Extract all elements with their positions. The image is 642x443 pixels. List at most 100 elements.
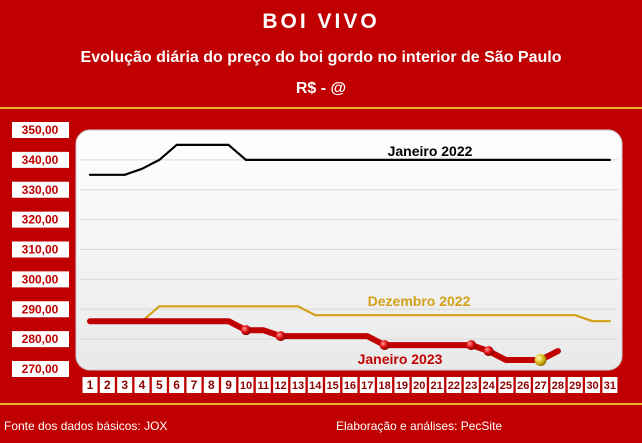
y-tick-label: 340,00	[22, 153, 59, 167]
x-tick-label: 16	[344, 380, 356, 392]
x-tick-label: 13	[292, 380, 304, 392]
y-tick-box	[12, 211, 69, 228]
latest-point-marker	[534, 354, 547, 367]
x-tick-label: 20	[413, 380, 425, 392]
x-tick-label: 26	[517, 380, 529, 392]
x-tick-box	[602, 377, 618, 393]
y-tick-box	[12, 151, 69, 168]
series-line-janeiro-2023	[87, 318, 561, 363]
x-tick-label: 2	[104, 378, 111, 392]
x-tick-label: 11	[257, 380, 269, 392]
x-tick-box	[117, 377, 133, 393]
data-point-marker	[379, 340, 390, 351]
x-tick-box	[325, 377, 341, 393]
series-label-janeiro-2023: Janeiro 2023	[358, 351, 443, 367]
credit-note: Elaboração e análises: PecSite	[336, 419, 503, 433]
x-tick-label: 1	[87, 378, 94, 392]
x-tick-box	[238, 377, 254, 393]
x-tick-label: 23	[465, 380, 477, 392]
y-tick-box	[12, 241, 69, 258]
x-tick-label: 15	[326, 380, 338, 392]
x-tick-label: 29	[569, 380, 581, 392]
x-tick-label: 28	[552, 380, 564, 392]
x-tick-label: 3	[121, 378, 128, 392]
x-tick-label: 30	[586, 380, 598, 392]
y-tick-label: 280,00	[22, 332, 59, 346]
x-tick-box	[169, 377, 185, 393]
y-tick-box	[12, 181, 69, 198]
x-tick-box	[307, 377, 323, 393]
x-tick-box	[255, 377, 271, 393]
x-tick-label: 5	[156, 378, 163, 392]
y-tick-label: 270,00	[22, 362, 59, 376]
x-tick-label: 6	[173, 378, 180, 392]
y-tick-box	[12, 361, 69, 377]
x-tick-box	[377, 377, 393, 393]
x-tick-label: 17	[361, 380, 373, 392]
x-tick-box	[359, 377, 375, 393]
data-point-marker	[466, 340, 477, 351]
x-tick-box	[134, 377, 150, 393]
x-tick-label: 27	[534, 380, 546, 392]
x-tick-box	[411, 377, 427, 393]
x-tick-box	[550, 377, 566, 393]
y-tick-label: 330,00	[22, 183, 59, 197]
series-line-dezembro-2022	[88, 305, 612, 323]
x-tick-box	[99, 377, 115, 393]
x-tick-label: 14	[309, 380, 322, 392]
x-tick-box	[290, 377, 306, 393]
x-tick-label: 25	[500, 380, 512, 392]
x-tick-box	[567, 377, 583, 393]
page-title: BOI VIVO	[262, 10, 380, 33]
y-tick-box	[12, 271, 69, 288]
x-tick-box	[481, 377, 497, 393]
x-tick-box	[515, 377, 531, 393]
bottom-divider	[0, 403, 642, 405]
top-divider	[0, 107, 642, 109]
y-tick-label: 350,00	[22, 123, 59, 137]
data-point-marker	[240, 325, 251, 336]
x-tick-label: 22	[448, 380, 460, 392]
x-tick-label: 12	[275, 380, 287, 392]
x-tick-label: 31	[604, 380, 616, 392]
x-tick-box	[221, 377, 237, 393]
x-tick-label: 4	[139, 378, 146, 392]
x-tick-label: 10	[240, 380, 252, 392]
x-tick-box	[498, 377, 514, 393]
x-tick-box	[342, 377, 358, 393]
x-tick-label: 8	[208, 378, 215, 392]
x-tick-box	[273, 377, 289, 393]
y-tick-box	[12, 301, 69, 318]
y-tick-label: 290,00	[22, 302, 59, 316]
x-tick-label: 18	[378, 380, 390, 392]
y-tick-label: 320,00	[22, 213, 59, 227]
series-label-dezembro-2022: Dezembro 2022	[368, 293, 471, 309]
x-tick-box	[203, 377, 219, 393]
x-tick-label: 7	[191, 378, 198, 392]
y-tick-box	[12, 331, 69, 348]
unit-label: R$ - @	[295, 80, 347, 97]
x-tick-box	[533, 377, 549, 393]
x-tick-box	[585, 377, 601, 393]
x-tick-label: 9	[225, 378, 232, 392]
x-tick-box	[446, 377, 462, 393]
y-tick-label: 300,00	[22, 272, 59, 286]
data-point-marker	[483, 346, 494, 357]
x-tick-box	[463, 377, 479, 393]
data-point-marker	[275, 331, 286, 342]
y-tick-box	[12, 122, 69, 138]
x-tick-box	[151, 377, 167, 393]
chart-subtitle: Evolução diária do preço do boi gordo no…	[80, 49, 562, 66]
x-tick-box	[82, 377, 98, 393]
x-tick-box	[429, 377, 445, 393]
x-tick-label: 21	[430, 380, 442, 392]
series-line-janeiro-2022	[88, 143, 612, 176]
x-tick-label: 24	[482, 380, 495, 392]
x-tick-box	[186, 377, 202, 393]
series-label-janeiro-2022: Janeiro 2022	[388, 143, 473, 159]
y-tick-label: 310,00	[22, 243, 59, 257]
source-note: Fonte dos dados básicos: JOX	[4, 419, 168, 433]
x-tick-box	[394, 377, 410, 393]
